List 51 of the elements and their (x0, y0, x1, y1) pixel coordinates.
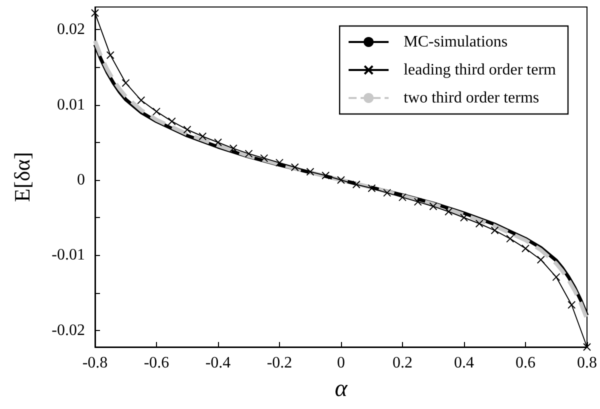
point (568, 300, 576, 309)
point (460, 214, 468, 222)
y-axis-title: E[δα] (10, 152, 34, 202)
point (137, 96, 146, 104)
point (214, 138, 222, 146)
point (444, 208, 453, 216)
point (91, 9, 99, 18)
y-tick-label: 0 (77, 172, 85, 189)
y-tick-label: 0.02 (57, 21, 85, 38)
point (383, 188, 392, 197)
point (229, 144, 238, 152)
point (198, 132, 207, 140)
point (122, 78, 130, 87)
y-tick-label: 0.01 (57, 96, 85, 114)
point (536, 256, 545, 264)
x-tick-label: 0.2 (392, 354, 412, 372)
point (368, 184, 376, 192)
point (106, 51, 114, 60)
point (183, 126, 192, 134)
x-tick-label: 0.6 (516, 354, 536, 372)
x-tick-label: -0.4 (205, 354, 231, 372)
point (168, 117, 176, 126)
legend-label: MC-simulations (404, 34, 508, 50)
x-tick-label: -0.8 (82, 354, 108, 372)
legend-label: leading third order term (404, 62, 557, 78)
y-tick-label: -0.01 (52, 246, 85, 264)
point (506, 234, 514, 243)
x-tick-label: -0.2 (266, 354, 292, 372)
x-tick-label: 0 (337, 354, 345, 372)
point (290, 163, 299, 172)
y-tick-label: -0.02 (52, 322, 85, 339)
point (414, 198, 422, 206)
point (260, 154, 268, 162)
point (306, 168, 314, 176)
point (552, 273, 560, 282)
point (152, 108, 160, 116)
point (398, 193, 406, 202)
point (490, 226, 499, 234)
point (522, 244, 530, 252)
x-tick-label: -0.6 (144, 354, 170, 372)
legend-label: two third order terms (404, 90, 540, 106)
point (475, 220, 484, 228)
point (337, 176, 345, 184)
point (276, 158, 284, 167)
point (352, 180, 360, 189)
point (244, 150, 253, 158)
x-tick-label: 0.4 (454, 354, 474, 372)
x-axis-title: α (334, 376, 348, 402)
x-tick-label: 0.8 (577, 354, 597, 372)
point (429, 202, 438, 210)
point (322, 171, 330, 180)
